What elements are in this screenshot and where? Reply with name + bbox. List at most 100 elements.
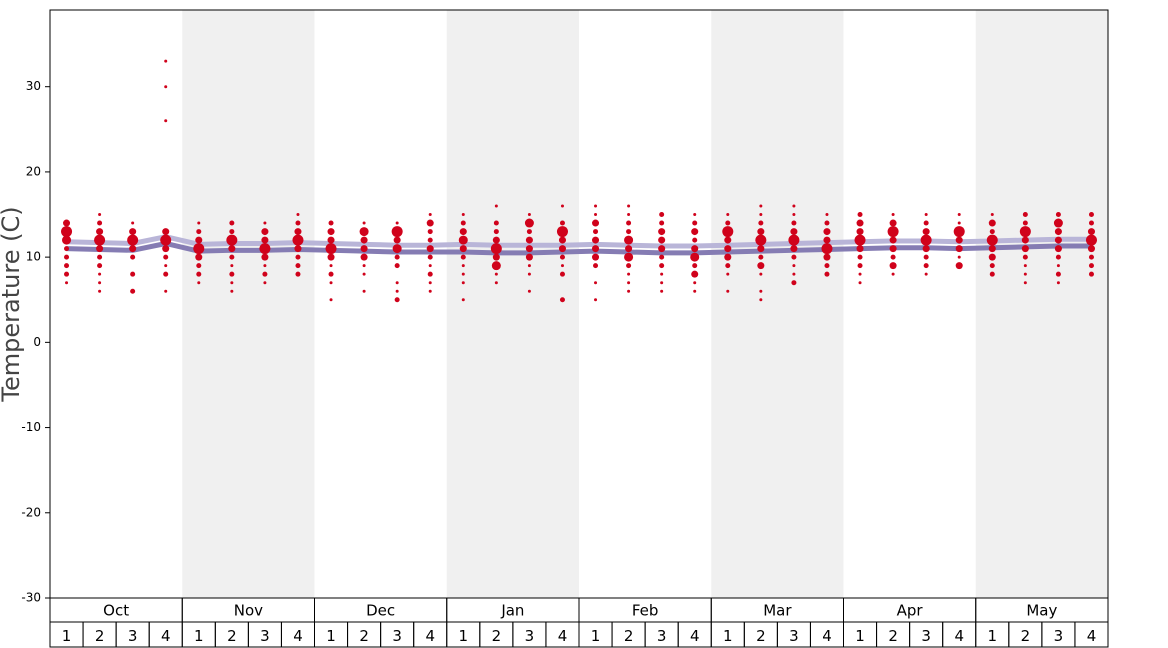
- dot: [889, 219, 897, 227]
- dot: [229, 229, 235, 235]
- dot: [426, 219, 434, 227]
- dot: [360, 236, 368, 244]
- dot: [362, 221, 366, 225]
- dot: [790, 245, 798, 253]
- dot: [527, 264, 531, 268]
- x-tick-label: 4: [293, 627, 303, 645]
- dot: [391, 226, 403, 238]
- dot: [792, 204, 796, 208]
- dot: [988, 245, 996, 253]
- x-tick-label: 1: [855, 627, 865, 645]
- dot: [262, 271, 268, 277]
- dot: [1085, 234, 1097, 246]
- month-label: Dec: [366, 602, 395, 620]
- dot: [693, 281, 697, 285]
- dot: [61, 226, 73, 238]
- dot: [757, 245, 765, 253]
- dot: [1054, 236, 1062, 244]
- dot: [626, 220, 632, 226]
- dot: [494, 281, 498, 285]
- dot: [593, 263, 599, 269]
- dot: [624, 252, 634, 262]
- dot: [327, 253, 335, 261]
- dot: [626, 229, 632, 235]
- dot: [164, 289, 168, 293]
- dot: [263, 221, 267, 225]
- dot: [130, 271, 136, 277]
- dot: [359, 227, 369, 237]
- dot: [658, 236, 666, 244]
- x-tick-label: 1: [62, 627, 72, 645]
- dot: [362, 289, 366, 293]
- dot: [1055, 254, 1061, 260]
- dot: [592, 219, 600, 227]
- dot: [724, 236, 732, 244]
- dot: [556, 226, 568, 238]
- dot: [627, 272, 631, 276]
- background: [182, 10, 1108, 598]
- dot: [527, 289, 531, 293]
- dot: [263, 281, 267, 285]
- month-shade: [975, 10, 1108, 598]
- dot: [691, 228, 699, 236]
- dot: [1055, 212, 1061, 218]
- dot: [922, 245, 930, 253]
- dot: [792, 272, 796, 276]
- month-label: Jan: [500, 602, 524, 620]
- dot: [428, 281, 432, 285]
- dot: [494, 272, 498, 276]
- dot: [292, 234, 304, 246]
- dot: [196, 271, 202, 277]
- dot: [65, 281, 69, 285]
- dot: [395, 221, 399, 225]
- dot: [726, 213, 730, 217]
- x-tick-label: 3: [392, 627, 402, 645]
- dot: [924, 272, 928, 276]
- dot: [693, 213, 697, 217]
- dot: [1088, 220, 1094, 226]
- dot: [98, 272, 102, 276]
- dot: [792, 213, 796, 217]
- dot: [96, 228, 104, 236]
- dot: [492, 236, 500, 244]
- dot: [957, 255, 961, 259]
- x-tick-label: 3: [789, 627, 799, 645]
- month-label: Oct: [103, 602, 129, 620]
- dot: [395, 289, 399, 293]
- dot: [197, 221, 201, 225]
- month-label: Apr: [897, 602, 924, 620]
- dot: [64, 246, 70, 252]
- dot: [658, 245, 666, 253]
- dot: [660, 272, 664, 276]
- dot: [559, 297, 565, 303]
- dot: [986, 234, 998, 246]
- dot: [692, 263, 698, 269]
- dot: [494, 204, 498, 208]
- dot: [759, 289, 763, 293]
- dot: [560, 264, 564, 268]
- x-tick-label: 1: [459, 627, 469, 645]
- dot: [427, 254, 433, 260]
- dot: [259, 243, 271, 255]
- x-tick-label: 3: [525, 627, 535, 645]
- dot: [459, 245, 467, 253]
- dot: [1023, 272, 1027, 276]
- dot: [724, 245, 732, 253]
- x-tick-label: 4: [558, 627, 568, 645]
- dot: [94, 234, 106, 246]
- dot: [758, 220, 764, 226]
- dot: [163, 254, 169, 260]
- dot: [129, 228, 137, 236]
- dot: [295, 254, 301, 260]
- dot: [922, 228, 930, 236]
- dot: [230, 281, 234, 285]
- dot: [97, 220, 103, 226]
- dot: [1054, 245, 1062, 253]
- dot: [691, 245, 699, 253]
- dot: [691, 270, 699, 278]
- x-tick-label: 2: [624, 627, 634, 645]
- x-tick-label: 1: [723, 627, 733, 645]
- x-tick-label: 4: [954, 627, 964, 645]
- dot: [325, 243, 337, 255]
- dot: [725, 263, 731, 269]
